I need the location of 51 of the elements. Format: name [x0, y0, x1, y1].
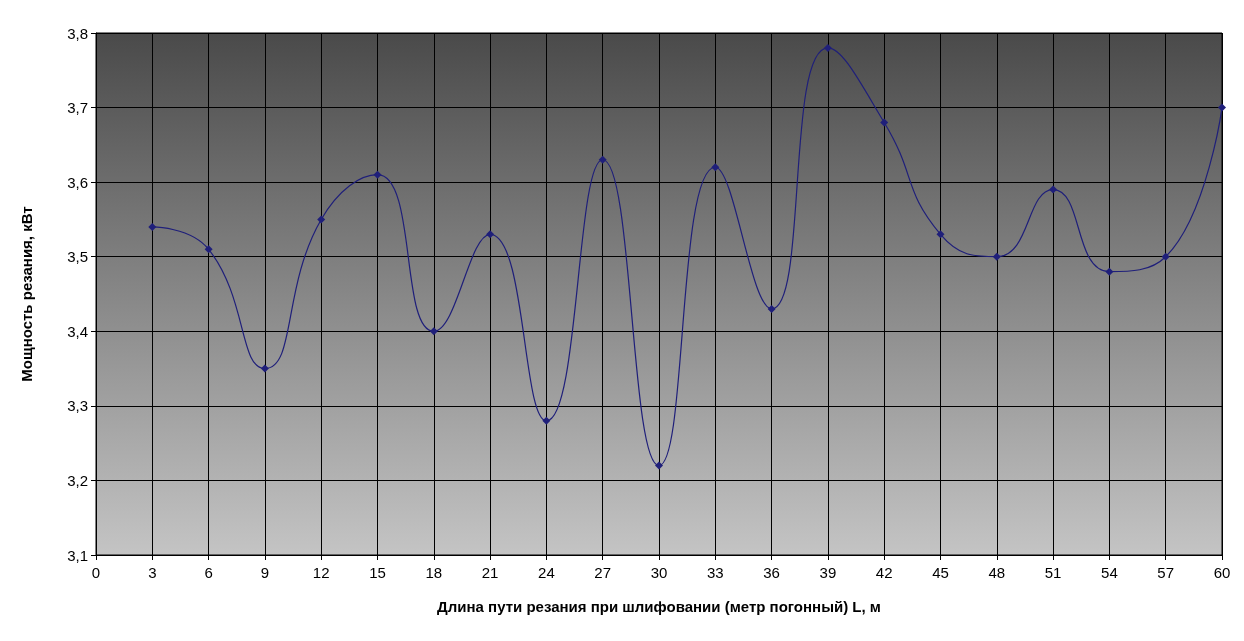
x-tick-label: 36 — [763, 564, 780, 581]
x-tick-label: 33 — [706, 564, 724, 581]
point — [373, 170, 382, 179]
x-tick-label: 60 — [1213, 564, 1231, 581]
x-tick-label: 45 — [932, 564, 949, 581]
point — [486, 230, 495, 239]
point — [823, 43, 832, 52]
point — [598, 155, 607, 164]
y-tick-label: 3,7 — [67, 99, 88, 117]
y-tick-label: 3,6 — [67, 173, 88, 191]
y-tick-label: 3,5 — [67, 248, 88, 266]
x-axis-title: Длина пути резания при шлифовании (метр погонный) L, м — [437, 598, 881, 615]
point — [1218, 103, 1226, 112]
point — [936, 230, 945, 239]
point — [992, 252, 1001, 261]
x-tick-label: 18 — [425, 564, 443, 581]
x-tick-label: 39 — [819, 564, 837, 581]
point — [1161, 252, 1170, 261]
point — [429, 327, 438, 336]
y-tick-label: 3,2 — [67, 471, 88, 489]
x-tick-label: 12 — [312, 564, 330, 581]
point — [148, 222, 157, 231]
point — [655, 461, 663, 470]
point — [880, 118, 889, 127]
x-tick-label: 3 — [148, 564, 157, 581]
point — [260, 364, 269, 373]
x-tick-label: 6 — [204, 564, 213, 581]
x-tick-label: 42 — [875, 564, 893, 581]
point — [1049, 185, 1058, 194]
x-tick-label: 48 — [988, 564, 1006, 581]
x-tick-label: 24 — [538, 564, 555, 581]
y-tick-label: 3,8 — [67, 24, 88, 42]
x-tick-label: 0 — [91, 564, 101, 581]
y-tick-label: 3,1 — [67, 546, 88, 564]
point — [1105, 267, 1114, 276]
x-tick-label: 51 — [1044, 564, 1062, 581]
x-tick-label: 54 — [1101, 564, 1118, 581]
point — [317, 215, 326, 224]
point — [542, 416, 551, 425]
x-tick-label: 9 — [260, 564, 270, 581]
x-tick-label: 21 — [481, 564, 499, 581]
point — [711, 163, 720, 172]
y-tick-label: 3,4 — [67, 322, 88, 340]
point — [767, 304, 776, 313]
x-tick-label: 57 — [1157, 564, 1175, 581]
x-tick-label: 27 — [594, 564, 612, 581]
x-tick-label: 15 — [369, 564, 386, 581]
x-tick-label: 30 — [650, 564, 668, 581]
y-axis-title: Мощность резания, кВт — [18, 206, 35, 382]
y-tick-label: 3,3 — [67, 397, 88, 415]
point — [204, 245, 213, 254]
